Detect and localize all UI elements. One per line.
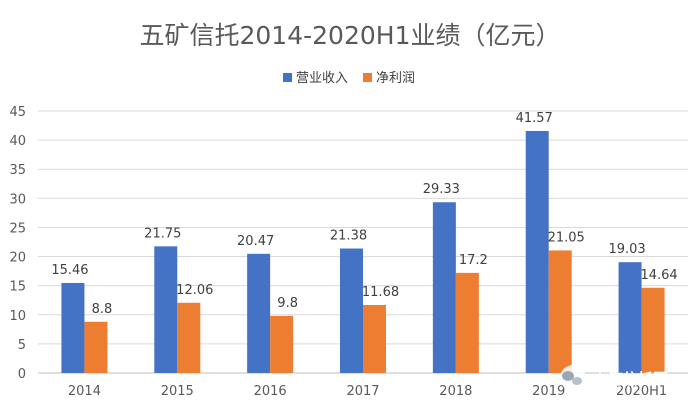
bar-revenue-2020H1	[618, 262, 642, 373]
data-label: 12.06	[176, 283, 213, 298]
data-label: 20.47	[237, 234, 274, 249]
data-label: 17.2	[459, 253, 488, 268]
bar-revenue-2019	[525, 130, 549, 373]
y-tick-label: 15	[9, 280, 26, 295]
data-label: 9.8	[277, 296, 298, 311]
legend-label-0: 营业收入	[296, 71, 348, 86]
y-tick-label: 40	[9, 134, 26, 149]
bar-profit-2019	[548, 250, 572, 373]
x-tick-label: 2017	[346, 384, 379, 399]
legend: 营业收入 净利润	[283, 71, 415, 86]
data-labels: 15.46 8.8 21.75 12.06 20.47 9.8 21.38 11.68 29.3…	[51, 111, 677, 317]
y-tick-label: 0	[18, 367, 26, 382]
y-tick-label: 5	[18, 338, 26, 353]
x-tick-label: 2020H1	[616, 384, 667, 399]
x-tick-label: 2014	[68, 384, 101, 399]
bar-revenue-2017	[340, 248, 363, 373]
y-tick-label: 20	[9, 251, 26, 266]
bar-profit-2016	[270, 315, 294, 373]
x-tick-label: 2019	[532, 384, 565, 399]
bar-revenue-2015	[154, 246, 178, 373]
legend-swatch-0	[283, 73, 292, 82]
y-tick-label: 25	[9, 221, 26, 236]
bar-revenue-2016	[247, 253, 271, 373]
data-label: 11.68	[362, 285, 399, 300]
bar-revenue-2018	[432, 202, 456, 373]
chart-title: 五矿信托2014-2020H1业绩（亿元）	[140, 21, 561, 50]
data-label: 21.38	[330, 229, 367, 244]
data-label: 21.05	[548, 230, 585, 245]
watermark: 上海信托圈	[560, 365, 668, 391]
bar-revenue-2014	[61, 282, 85, 373]
data-label: 21.75	[144, 226, 181, 241]
watermark-text: 上海信托圈	[593, 370, 668, 388]
x-tick-label: 2018	[439, 384, 472, 399]
x-tick-label: 2015	[161, 384, 194, 399]
bar-profit-2017	[363, 304, 386, 373]
y-tick-label: 10	[9, 309, 26, 324]
x-tick-label: 2016	[254, 384, 287, 399]
data-label: 8.8	[92, 302, 113, 317]
data-label: 19.03	[608, 242, 645, 257]
data-label: 41.57	[516, 111, 553, 126]
data-label: 14.64	[640, 268, 677, 283]
y-tick-label: 45	[9, 105, 26, 120]
wechat-icon	[560, 365, 586, 391]
y-tick-label: 30	[9, 192, 26, 207]
x-axis: 2014 2015 2016 2017 2018 2019 2020H1	[68, 384, 667, 399]
bar-profit-2020H1	[641, 287, 665, 373]
data-label: 29.33	[423, 182, 460, 197]
y-axis: 0 5 10 15 20 25 30 35 40 45	[9, 105, 26, 382]
data-label: 15.46	[51, 263, 88, 278]
bars	[61, 130, 665, 373]
bar-profit-2018	[455, 272, 479, 373]
legend-label-1: 净利润	[376, 71, 415, 86]
bar-profit-2015	[177, 302, 201, 373]
y-tick-label: 35	[9, 163, 26, 178]
legend-swatch-1	[363, 73, 372, 82]
bar-profit-2014	[84, 321, 108, 373]
